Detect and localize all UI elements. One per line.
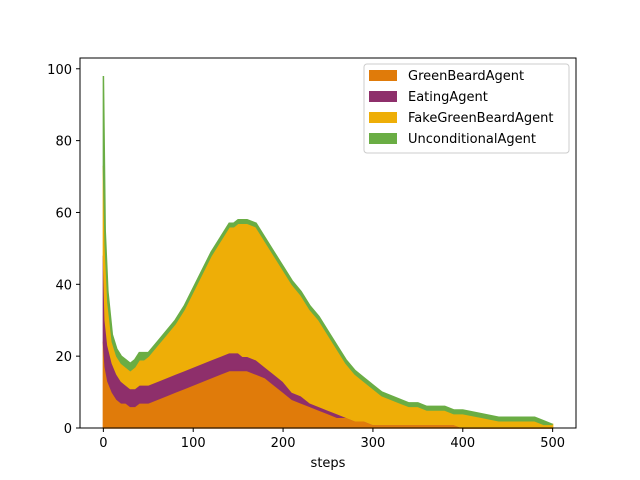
legend-label: UnconditionalAgent [408,132,536,147]
x-tick-label: 300 [361,436,386,451]
x-axis-ticks: 0 100 200 300 400 500 [99,428,565,451]
y-tick-label: 40 [55,278,72,293]
x-tick-label: 100 [181,436,206,451]
x-tick-label: 500 [540,436,565,451]
x-tick-label: 200 [271,436,296,451]
y-tick-label: 0 [64,422,72,437]
y-axis-ticks: 0 20 40 60 80 100 [47,63,80,437]
x-axis-label: steps [311,456,346,471]
legend-label: GreenBeardAgent [408,69,524,84]
x-tick-label: 0 [99,436,107,451]
legend-label: EatingAgent [408,90,488,105]
y-tick-label: 80 [55,135,72,150]
plot-frame [79,57,577,429]
y-tick-label: 100 [47,63,72,78]
legend: GreenBeardAgent EatingAgent FakeGreenBeard… [363,63,570,154]
legend-label: FakeGreenBeardAgent [408,111,553,126]
x-tick-label: 400 [450,436,475,451]
area-unconditionalagent [102,75,553,426]
legend-swatch [369,91,397,102]
legend-swatch [369,112,397,123]
y-tick-label: 60 [55,206,72,221]
legend-swatch [369,70,397,81]
legend-swatch [369,133,397,144]
y-tick-label: 20 [55,350,72,365]
legend-box [363,63,570,154]
